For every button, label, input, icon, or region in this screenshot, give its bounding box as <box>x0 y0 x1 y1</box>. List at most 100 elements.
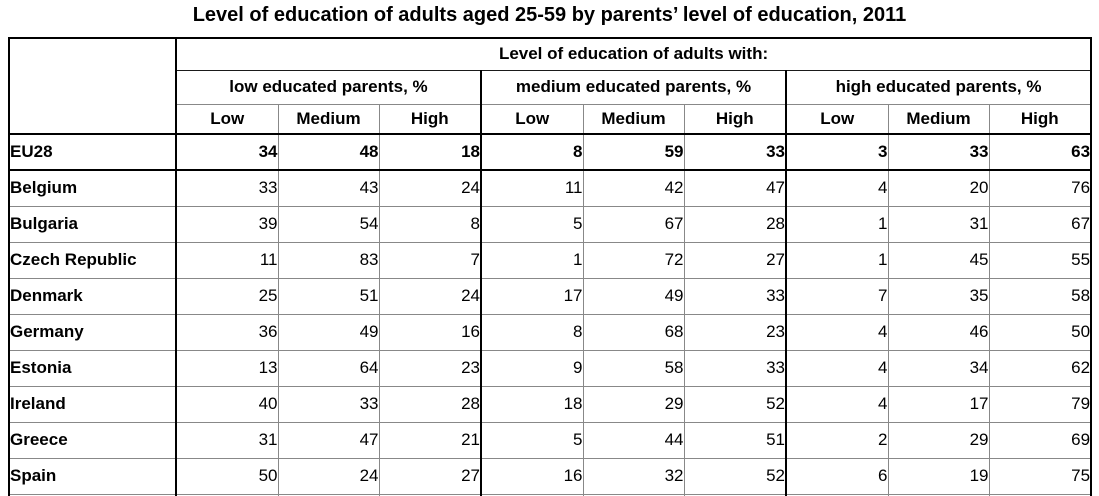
cell: 36 <box>175 313 279 351</box>
table-row-partial <box>8 493 1092 496</box>
cell: 16 <box>378 313 482 351</box>
table-row: Bulgaria 39 54 8 5 67 28 1 31 67 <box>8 205 1092 243</box>
cell <box>988 493 1092 496</box>
cell: 24 <box>378 169 482 207</box>
cell: 4 <box>785 169 889 207</box>
cell: 19 <box>887 457 990 495</box>
column-header: Low <box>785 103 889 135</box>
cell: 59 <box>582 133 685 171</box>
cell: 5 <box>480 205 584 243</box>
row-label: Estonia <box>8 349 177 387</box>
row-label: Spain <box>8 457 177 495</box>
table-row: Estonia 13 64 23 9 58 33 4 34 62 <box>8 349 1092 387</box>
column-header: Medium <box>887 103 990 135</box>
row-label: EU28 <box>8 133 177 171</box>
cell: 31 <box>887 205 990 243</box>
cell: 23 <box>683 313 787 351</box>
cell: 47 <box>277 421 380 459</box>
cell: 50 <box>175 457 279 495</box>
cell: 34 <box>175 133 279 171</box>
cell: 1 <box>480 241 584 279</box>
cell: 33 <box>277 385 380 423</box>
cell: 21 <box>378 421 482 459</box>
cell: 52 <box>683 385 787 423</box>
cell: 49 <box>582 277 685 315</box>
group-header-high-parents: high educated parents, % <box>784 69 1092 105</box>
cell: 24 <box>277 457 380 495</box>
cell: 23 <box>378 349 482 387</box>
cell: 79 <box>988 385 1092 423</box>
cell: 25 <box>175 277 279 315</box>
cell: 75 <box>988 457 1092 495</box>
page-title: Level of education of adults aged 25-59 … <box>192 4 907 26</box>
cell: 8 <box>480 133 584 171</box>
cell: 67 <box>582 205 685 243</box>
table-row: Ireland 40 33 28 18 29 52 4 17 79 <box>8 385 1092 423</box>
cell: 48 <box>277 133 380 171</box>
cell: 34 <box>887 349 990 387</box>
cell: 42 <box>582 169 685 207</box>
cell: 76 <box>988 169 1092 207</box>
group-header-medium-parents: medium educated parents, % <box>480 69 787 105</box>
cell: 27 <box>683 241 787 279</box>
cell: 32 <box>582 457 685 495</box>
cell: 5 <box>480 421 584 459</box>
cell: 16 <box>480 457 584 495</box>
cell: 9 <box>480 349 584 387</box>
cell: 17 <box>480 277 584 315</box>
table-row-eu28: EU28 34 48 18 8 59 33 3 33 63 <box>8 133 1092 171</box>
table-row: Denmark 25 51 24 17 49 33 7 35 58 <box>8 277 1092 315</box>
column-header: High <box>683 103 787 135</box>
cell: 4 <box>785 385 889 423</box>
cell: 33 <box>683 277 787 315</box>
row-label: Greece <box>8 421 177 459</box>
cell: 8 <box>378 205 482 243</box>
cell: 44 <box>582 421 685 459</box>
cell: 47 <box>683 169 787 207</box>
header-row-top: Level of education of adults with: <box>8 37 1092 135</box>
cell: 35 <box>887 277 990 315</box>
cell: 72 <box>582 241 685 279</box>
cell: 28 <box>683 205 787 243</box>
cell: 33 <box>683 133 787 171</box>
table-row: Spain 50 24 27 16 32 52 6 19 75 <box>8 457 1092 495</box>
cell: 6 <box>785 457 889 495</box>
table-row: Belgium 33 43 24 11 42 47 4 20 76 <box>8 169 1092 207</box>
cell: 1 <box>785 241 889 279</box>
column-header: High <box>378 103 482 135</box>
cell: 62 <box>988 349 1092 387</box>
cell: 50 <box>988 313 1092 351</box>
row-label <box>8 493 177 496</box>
cell: 1 <box>785 205 889 243</box>
row-label: Germany <box>8 313 177 351</box>
cell: 28 <box>378 385 482 423</box>
cell: 8 <box>480 313 584 351</box>
cell: 2 <box>785 421 889 459</box>
table-row: Germany 36 49 16 8 68 23 4 46 50 <box>8 313 1092 351</box>
table-corner-cell <box>8 37 177 135</box>
cell: 33 <box>683 349 787 387</box>
cell: 11 <box>175 241 279 279</box>
table-row: Greece 31 47 21 5 44 51 2 29 69 <box>8 421 1092 459</box>
cell: 46 <box>887 313 990 351</box>
cell: 29 <box>582 385 685 423</box>
row-label: Denmark <box>8 277 177 315</box>
cell: 58 <box>582 349 685 387</box>
cell: 31 <box>175 421 279 459</box>
cell: 63 <box>988 133 1092 171</box>
cell: 54 <box>277 205 380 243</box>
table-row: Czech Republic 11 83 7 1 72 27 1 45 55 <box>8 241 1092 279</box>
cell: 7 <box>378 241 482 279</box>
cell: 29 <box>887 421 990 459</box>
column-header: High <box>988 103 1092 135</box>
column-header: Low <box>480 103 584 135</box>
cell: 51 <box>277 277 380 315</box>
cell: 13 <box>175 349 279 387</box>
cell: 64 <box>277 349 380 387</box>
cell: 11 <box>480 169 584 207</box>
cell: 24 <box>378 277 482 315</box>
cell: 27 <box>378 457 482 495</box>
cell: 7 <box>785 277 889 315</box>
cell: 58 <box>988 277 1092 315</box>
